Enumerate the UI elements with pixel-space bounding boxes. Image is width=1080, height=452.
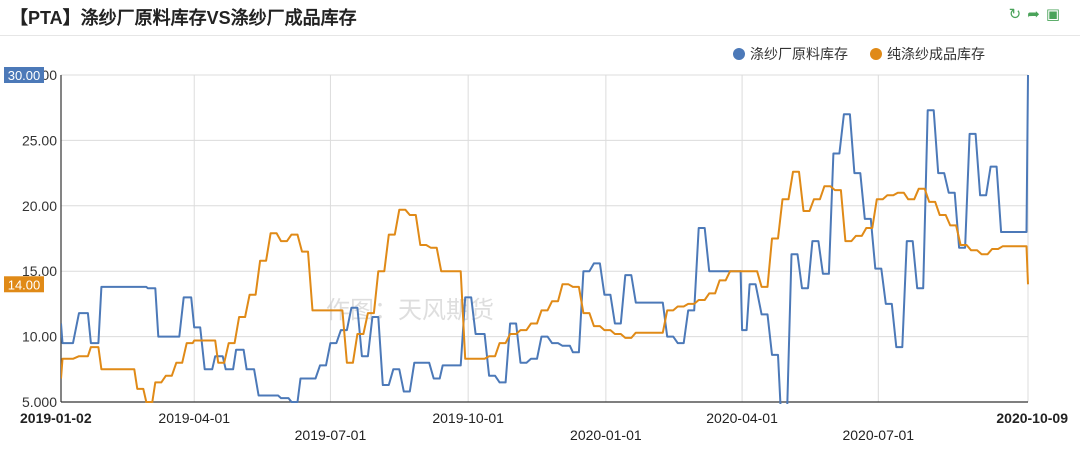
y-tick-label: 5.000 — [22, 394, 57, 410]
x-tick-label: 2019-01-02 — [20, 410, 92, 426]
y-tick-label: 15.00 — [22, 263, 57, 279]
chart-toolbar: ↻ ➦ ▣ — [1009, 7, 1060, 23]
x-tick-label: 2020-01-01 — [570, 427, 642, 443]
share-icon[interactable]: ➦ — [1027, 6, 1040, 23]
y-tick-label: 10.00 — [22, 329, 57, 345]
x-tick-label: 2019-07-01 — [295, 427, 367, 443]
refresh-icon[interactable]: ↻ — [1008, 6, 1022, 23]
image-icon[interactable]: ▣ — [1045, 6, 1060, 23]
x-tick-label: 2020-10-09 — [996, 410, 1068, 426]
legend-label-series-1: 涤纱厂原料库存 — [750, 46, 848, 62]
watermark: 作图：天风期货 — [326, 296, 494, 324]
x-tick-label: 2020-04-01 — [706, 410, 778, 426]
x-tick-label: 2019-04-01 — [158, 410, 230, 426]
legend-marker-series-2 — [870, 48, 882, 60]
series-line-2 — [61, 170, 1029, 403]
header-divider — [0, 35, 1080, 36]
legend-label-series-2: 纯涤纱成品库存 — [887, 46, 985, 62]
legend-item-series-2[interactable]: 纯涤纱成品库存 — [870, 44, 985, 64]
last-value-badge-1 — [4, 67, 44, 83]
y-tick-label: 20.00 — [22, 198, 57, 214]
x-tick-label: 2019-10-01 — [432, 410, 504, 426]
last-value-badge-2 — [4, 276, 44, 293]
last-value-label-2: 14.00 — [8, 277, 41, 292]
chart-title: 【PTA】涤纱厂原料库存VS涤纱厂成品库存 — [10, 8, 357, 28]
chart-legend: 涤纱厂原料库存 纯涤纱成品库存 — [733, 44, 985, 64]
legend-marker-series-1 — [733, 48, 745, 60]
y-tick-label: 25.00 — [22, 132, 57, 148]
series-line-1 — [61, 74, 1029, 404]
legend-item-series-1[interactable]: 涤纱厂原料库存 — [733, 44, 848, 64]
last-value-label-1: 30.00 — [8, 68, 41, 83]
x-tick-label: 2020-07-01 — [842, 427, 914, 443]
